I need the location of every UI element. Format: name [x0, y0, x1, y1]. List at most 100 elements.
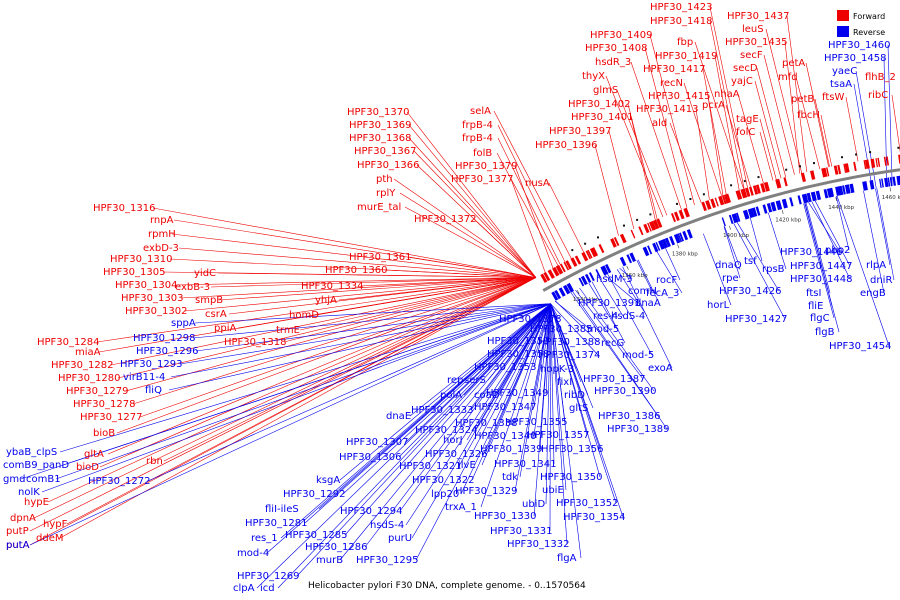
reverse-gene-label-leader [636, 260, 653, 292]
forward-gene-label: HPF30_1280 [58, 373, 120, 384]
reverse-gene-label: rlpA [866, 260, 886, 271]
forward-gene-label-leader [795, 76, 821, 169]
reverse-gene-label: nolK [18, 487, 40, 498]
reverse-gene-label-leader [409, 303, 551, 417]
reverse-gene-label: HPF30_1386 [598, 411, 660, 422]
forward-gene-label: frpB-4 [462, 120, 493, 131]
reverse-gene-label: HPF30_1341 [494, 459, 556, 470]
reverse-gene-block [728, 214, 734, 224]
reverse-gene-label-leader [55, 303, 551, 480]
forward-gene-label-leader [605, 75, 664, 218]
forward-gene-label: HPF30_1284 [37, 337, 99, 348]
forward-gene-block [844, 163, 850, 173]
legend-reverse-swatch [837, 26, 849, 37]
forward-gene-label: HPF30_1370 [347, 107, 409, 118]
scale-tick-mark [781, 209, 784, 214]
reverse-gene-label: dnaA [635, 298, 661, 309]
forward-gene-label: HPF30_1316 [93, 203, 155, 214]
reverse-gene-label-leader [277, 303, 551, 589]
reverse-gene-block [849, 183, 855, 194]
forward-gene-block [674, 211, 680, 221]
forward-gene-label-leader [152, 207, 536, 278]
forward-gene-label-leader [47, 277, 537, 503]
forward-gene-block [678, 209, 685, 220]
scale-tick-mark [677, 244, 680, 249]
forward-gene-label: HPF30_1318 [224, 337, 286, 348]
reverse-gene-block [655, 242, 661, 251]
forward-gene-block [864, 159, 870, 169]
reverse-gene-label-leader [405, 303, 551, 443]
forward-gene-label: HPF30_1377 [451, 174, 513, 185]
forward-gene-label-leader [805, 62, 829, 168]
reverse-gene-label-leader [550, 303, 602, 450]
position-marker [897, 146, 900, 149]
reverse-gene-block [797, 195, 802, 205]
reverse-gene-label: fecA_3 [646, 288, 679, 299]
reverse-gene-block [844, 184, 850, 194]
reverse-gene-label: HPF30_1356 [541, 444, 603, 455]
reverse-gene-label: HPF30_1321 [399, 461, 461, 472]
reverse-gene-label-leader [550, 303, 594, 409]
legend-reverse-label: Reverse [853, 28, 885, 37]
forward-gene-label-leader [497, 137, 561, 265]
reverse-gene-label: hsdS-4 [370, 520, 404, 531]
reverse-genes [551, 175, 900, 301]
forward-gene-label: HPF30_1397 [549, 126, 611, 137]
reverse-gene-label-leader [579, 287, 655, 392]
reverse-gene-label: HPF30_1347 [474, 402, 536, 413]
forward-gene-label-leader [408, 256, 536, 278]
forward-gene-label-leader [669, 122, 702, 203]
reverse-gene-label: serS [464, 375, 486, 386]
forward-gene-label-leader [594, 144, 619, 236]
reverse-gene-label: HPF30_1332 [507, 539, 569, 550]
reverse-gene-block [830, 187, 834, 197]
reverse-gene-label-leader [192, 303, 551, 339]
reverse-gene-label: mod-4 [237, 548, 269, 559]
reverse-gene-block [879, 178, 882, 188]
reverse-gene-label: hopK-3 [540, 364, 574, 375]
reverse-gene-label: HPF30_1330 [474, 511, 536, 522]
reverse-gene-label: putA [6, 540, 30, 551]
forward-gene-block [863, 160, 867, 170]
reverse-gene-block [775, 200, 783, 211]
reverse-gene-block [736, 212, 741, 222]
reverse-gene-label: fliI-ileS [265, 504, 299, 515]
forward-gene-label: HPF30_1402 [568, 99, 630, 110]
reverse-gene-block [892, 176, 896, 186]
reverse-gene-block [869, 180, 875, 190]
reverse-gene-label-leader [179, 303, 551, 365]
reverse-gene-label: flgC [810, 313, 830, 324]
reverse-gene-label-leader [545, 303, 551, 505]
genome-track: 1340 kbp 1360 kbp 1380 kbp 1400 kbp 1420 kbp… [540, 146, 900, 303]
forward-gene-block [763, 181, 770, 192]
position-marker [855, 153, 858, 156]
forward-gene-label-leader [695, 108, 710, 200]
reverse-gene-label-leader [487, 303, 551, 381]
reverse-gene-label-leader [575, 289, 644, 380]
forward-gene-label: hsdR_3 [595, 57, 631, 68]
forward-gene-block [875, 158, 878, 168]
reverse-gene-block [673, 233, 681, 244]
forward-gene-label-leader [725, 104, 751, 187]
reverse-gene-label: HPF30_1354 [563, 512, 625, 523]
reverse-gene-label-leader [863, 190, 885, 294]
reverse-gene-label: res_1 [251, 533, 278, 544]
reverse-gene-label: HPF30_1298 [133, 333, 195, 344]
reverse-gene-block [578, 277, 585, 287]
reverse-gene-block [766, 203, 773, 213]
forward-gene-label-leader [754, 80, 782, 179]
reverse-gene-label: HPF30_1285 [285, 530, 347, 541]
reverse-gene-block [887, 177, 891, 187]
forward-gene-label-leader [694, 41, 744, 189]
forward-gene-block [886, 156, 889, 166]
reverse-gene-label: coaD [474, 390, 500, 401]
reverse-gene-label: clpA [233, 583, 255, 594]
reverse-gene-label: HPF30_1446 [780, 247, 842, 258]
reverse-gene-label-leader [464, 303, 551, 381]
forward-gene-label-leader [765, 28, 802, 174]
reverse-gene-label-leader [876, 188, 895, 281]
position-marker [730, 184, 733, 187]
position-marker [785, 168, 788, 171]
reverse-gene-label-leader [811, 201, 851, 280]
